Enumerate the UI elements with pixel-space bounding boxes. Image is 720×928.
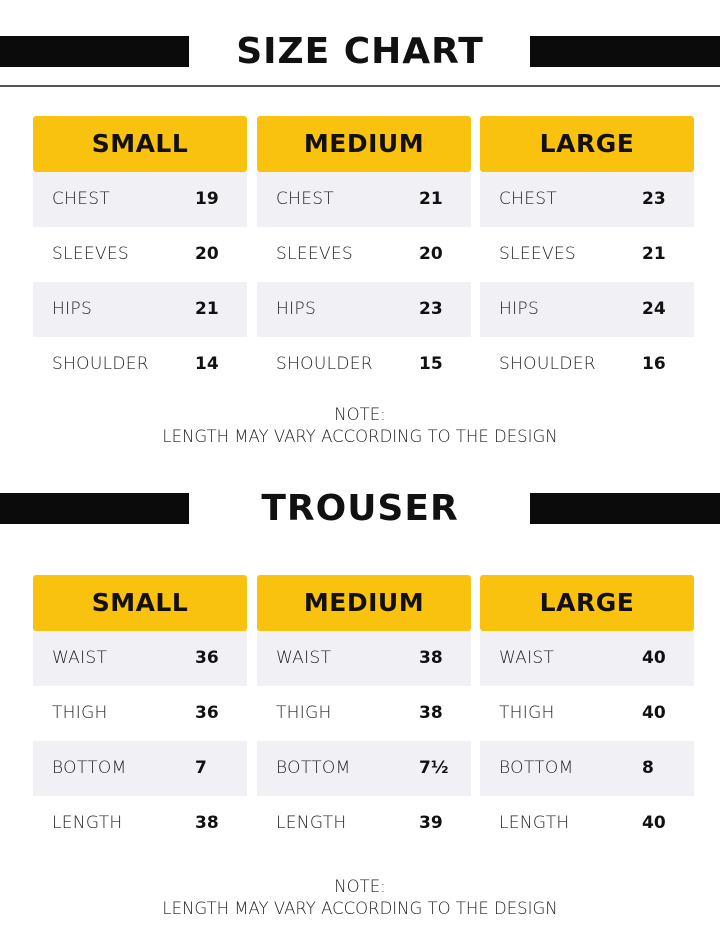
measurement-value: 20 — [195, 244, 219, 264]
measurement-label: THIGH — [52, 703, 108, 723]
measurement-label: SHOULDER — [276, 354, 373, 374]
measurement-row: LENGTH 38 — [33, 796, 247, 851]
measurement-label: SLEEVES — [499, 244, 577, 264]
measurement-value: 21 — [195, 299, 219, 319]
measurement-label: LENGTH — [276, 813, 347, 833]
measurement-label: BOTTOM — [52, 758, 127, 778]
measurement-row: SLEEVES 20 — [257, 227, 471, 282]
measurement-value: 36 — [195, 648, 219, 668]
title-bar-right — [530, 36, 720, 67]
size-column-small: SMALL WAIST 36 THIGH 36 BOTTOM 7 LENGTH 38 — [33, 575, 247, 851]
measurement-label: BOTTOM — [499, 758, 574, 778]
measurement-row: BOTTOM 8 — [480, 741, 694, 796]
measurement-value: 23 — [642, 189, 666, 209]
measurement-row: BOTTOM 7½ — [257, 741, 471, 796]
size-column-large: LARGE CHEST 23 SLEEVES 21 HIPS 24 SHOULDER 16 — [480, 116, 694, 392]
measurement-value: 8 — [642, 758, 654, 778]
measurement-row: HIPS 24 — [480, 282, 694, 337]
measurement-value: 38 — [419, 648, 443, 668]
measurement-row: SLEEVES 21 — [480, 227, 694, 282]
note: NOTE: LENGTH MAY VARY ACCORDING TO THE DE… — [0, 876, 720, 920]
size-header: LARGE — [480, 575, 694, 631]
measurement-label: THIGH — [499, 703, 555, 723]
measurement-value: 40 — [642, 813, 666, 833]
measurement-row: HIPS 21 — [33, 282, 247, 337]
size-column-large: LARGE WAIST 40 THIGH 40 BOTTOM 8 LENGTH 40 — [480, 575, 694, 851]
measurement-value: 36 — [195, 703, 219, 723]
measurement-row: BOTTOM 7 — [33, 741, 247, 796]
measurement-value: 39 — [419, 813, 443, 833]
measurement-row: CHEST 19 — [33, 172, 247, 227]
size-column-medium: MEDIUM CHEST 21 SLEEVES 20 HIPS 23 SHOULDER 15 — [257, 116, 471, 392]
measurement-value: 21 — [642, 244, 666, 264]
measurement-row: THIGH 36 — [33, 686, 247, 741]
measurement-row: LENGTH 40 — [480, 796, 694, 851]
title-bar-left — [0, 493, 189, 524]
measurement-value: 14 — [195, 354, 219, 374]
measurement-value: 7 — [195, 758, 207, 778]
measurement-row: WAIST 38 — [257, 631, 471, 686]
size-column-medium: MEDIUM WAIST 38 THIGH 38 BOTTOM 7½ LENGTH 39 — [257, 575, 471, 851]
measurement-value: 15 — [419, 354, 443, 374]
measurement-value: 19 — [195, 189, 219, 209]
measurement-row: SLEEVES 20 — [33, 227, 247, 282]
measurement-row: SHOULDER 14 — [33, 337, 247, 392]
measurement-label: LENGTH — [499, 813, 570, 833]
measurement-label: CHEST — [499, 189, 558, 209]
measurement-label: HIPS — [276, 299, 317, 319]
measurement-row: LENGTH 39 — [257, 796, 471, 851]
note-label: NOTE: — [334, 405, 386, 424]
section-title: SIZE CHART — [236, 31, 484, 72]
measurement-label: CHEST — [276, 189, 335, 209]
measurement-row: CHEST 21 — [257, 172, 471, 227]
title-bar-right — [530, 493, 720, 524]
size-header: MEDIUM — [257, 575, 471, 631]
measurement-label: HIPS — [499, 299, 540, 319]
measurement-value: 21 — [419, 189, 443, 209]
size-column-small: SMALL CHEST 19 SLEEVES 20 HIPS 21 SHOULDER 14 — [33, 116, 247, 392]
note-text: LENGTH MAY VARY ACCORDING TO THE DESIGN — [162, 899, 558, 918]
measurement-label: SLEEVES — [276, 244, 354, 264]
measurement-label: SHOULDER — [499, 354, 596, 374]
measurement-row: CHEST 23 — [480, 172, 694, 227]
divider-line — [0, 85, 720, 87]
measurement-row: WAIST 40 — [480, 631, 694, 686]
measurement-value: 7½ — [419, 758, 449, 778]
measurement-row: THIGH 38 — [257, 686, 471, 741]
measurement-row: SHOULDER 15 — [257, 337, 471, 392]
size-header: SMALL — [33, 575, 247, 631]
measurement-label: THIGH — [276, 703, 332, 723]
measurement-label: SLEEVES — [52, 244, 130, 264]
measurement-label: LENGTH — [52, 813, 123, 833]
measurement-row: SHOULDER 16 — [480, 337, 694, 392]
measurement-label: WAIST — [276, 648, 332, 668]
measurement-row: THIGH 40 — [480, 686, 694, 741]
measurement-row: HIPS 23 — [257, 282, 471, 337]
measurement-label: WAIST — [52, 648, 108, 668]
note-label: NOTE: — [334, 877, 386, 896]
note-text: LENGTH MAY VARY ACCORDING TO THE DESIGN — [162, 427, 558, 446]
measurement-value: 38 — [195, 813, 219, 833]
title-bar-left — [0, 36, 189, 67]
size-header: LARGE — [480, 116, 694, 172]
measurement-value: 23 — [419, 299, 443, 319]
measurement-value: 20 — [419, 244, 443, 264]
measurement-value: 40 — [642, 703, 666, 723]
measurement-value: 16 — [642, 354, 666, 374]
measurement-value: 40 — [642, 648, 666, 668]
measurement-label: SHOULDER — [52, 354, 149, 374]
measurement-label: CHEST — [52, 189, 111, 209]
size-header: MEDIUM — [257, 116, 471, 172]
size-header: SMALL — [33, 116, 247, 172]
measurement-row: WAIST 36 — [33, 631, 247, 686]
note: NOTE: LENGTH MAY VARY ACCORDING TO THE DE… — [0, 404, 720, 448]
measurement-label: WAIST — [499, 648, 555, 668]
measurement-value: 38 — [419, 703, 443, 723]
section-title: TROUSER — [261, 488, 459, 529]
measurement-label: HIPS — [52, 299, 93, 319]
measurement-value: 24 — [642, 299, 666, 319]
measurement-label: BOTTOM — [276, 758, 351, 778]
